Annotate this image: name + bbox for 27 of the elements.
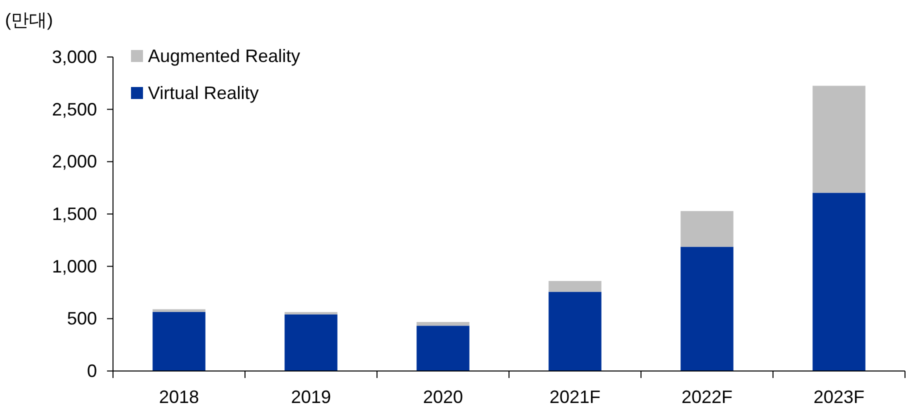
y-tick-label: 0 <box>86 361 97 381</box>
x-tick-label: 2020 <box>422 387 464 407</box>
bar <box>284 314 338 371</box>
bar <box>812 86 866 193</box>
y-tick-label: 1,000 <box>52 256 97 276</box>
bar <box>416 322 470 326</box>
bar <box>416 326 470 371</box>
bar <box>680 246 734 371</box>
x-tick-label: 2019 <box>290 387 332 407</box>
bar <box>812 192 866 371</box>
y-tick-label: 500 <box>66 308 97 329</box>
x-tick-label: 2018 <box>158 387 200 407</box>
x-tick-label: 2022F <box>681 387 733 407</box>
bar <box>680 211 734 247</box>
bar <box>152 312 206 371</box>
y-tick-label: 2,000 <box>52 152 97 172</box>
legend-label: Augmented Reality <box>148 46 300 66</box>
bar <box>548 292 602 371</box>
bar <box>152 309 206 312</box>
legend-label: Virtual Reality <box>148 83 259 103</box>
y-tick-label: 1,500 <box>52 204 97 224</box>
bar <box>548 280 602 292</box>
y-tick-label: 2,500 <box>52 99 97 120</box>
x-tick-label: 2021F <box>549 387 601 407</box>
y-tick-label: 3,000 <box>52 47 97 67</box>
y-axis-title: (만대) <box>5 10 53 30</box>
x-tick-label: 2023F <box>813 387 865 407</box>
